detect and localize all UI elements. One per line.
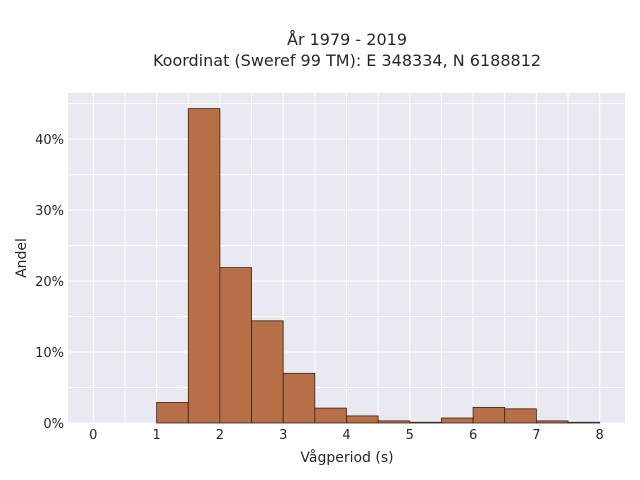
histogram-bar (219, 267, 252, 424)
grid-lines (68, 93, 625, 424)
x-axis-label: Vågperiod (s) (300, 449, 393, 466)
histogram-bar (251, 320, 284, 424)
y-tick-label: 10% (35, 346, 64, 361)
histogram-bar (567, 421, 601, 424)
histogram-bar (441, 417, 474, 424)
x-tick-label: 5 (406, 428, 414, 443)
y-tick-label: 0% (43, 417, 64, 432)
histogram-bar (346, 415, 379, 424)
y-tick-label: 40% (35, 133, 64, 148)
histogram-bar (377, 420, 411, 424)
x-tick-label: 3 (279, 428, 287, 443)
x-tick-label: 2 (216, 428, 224, 443)
y-tick-label: 20% (35, 275, 64, 290)
histogram-bars (156, 108, 601, 424)
x-tick-label: 8 (596, 428, 604, 443)
histogram-bar (314, 407, 347, 424)
histogram-bar (409, 421, 442, 424)
x-tick-label: 6 (469, 428, 477, 443)
x-tick-label: 1 (152, 428, 160, 443)
y-axis-ticks: 0% 10% 20% 30% 40% (35, 133, 64, 432)
chart-title-line2: Koordinat (Sweref 99 TM): E 348334, N 61… (153, 51, 541, 70)
histogram-bar (282, 372, 316, 424)
y-axis-label: Andel (14, 238, 30, 278)
x-axis-ticks: 0 1 2 3 4 5 6 7 8 (89, 428, 604, 443)
x-tick-label: 4 (342, 428, 350, 443)
chart-title-line1: År 1979 - 2019 (287, 30, 407, 49)
x-tick-label: 0 (89, 428, 97, 443)
x-tick-label: 7 (532, 428, 540, 443)
histogram-bar (504, 408, 537, 424)
y-tick-label: 30% (35, 204, 64, 219)
histogram-bar (156, 402, 189, 424)
histogram-bar (472, 406, 506, 424)
histogram-bar (535, 420, 569, 424)
histogram-bar (187, 108, 221, 424)
